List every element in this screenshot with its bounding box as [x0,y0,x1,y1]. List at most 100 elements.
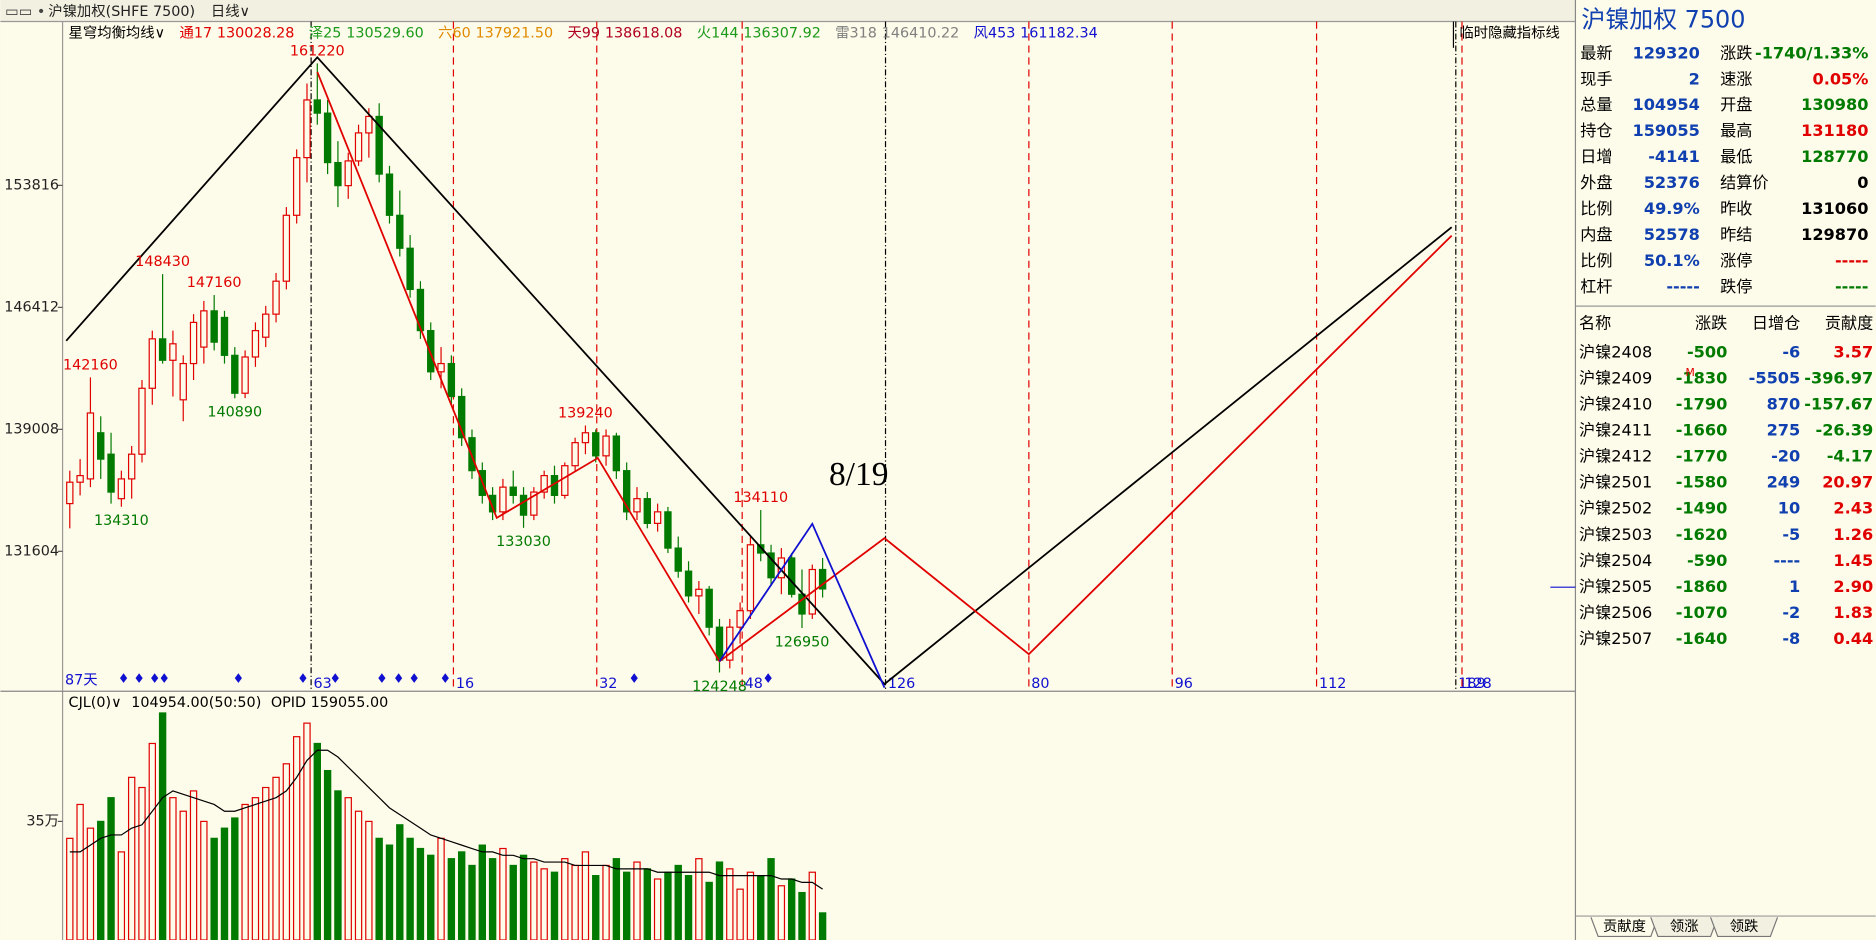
cycle-label: 48 [745,676,763,692]
table-cell: 3.57 [1833,342,1873,361]
table-cell[interactable]: 沪镍2501 [1579,473,1652,492]
candle-body [241,356,249,394]
candle-body [210,310,218,343]
candle-body [653,511,662,524]
candle-body [664,511,672,549]
header-item: OPID 159055.00 [271,695,388,711]
table-cell: -20 [1771,447,1800,466]
tab-shape[interactable] [1710,917,1779,938]
volume-bar [478,844,486,940]
quote-value: -4141 [1648,147,1700,166]
volume-bar [406,837,414,940]
candle-body [272,280,280,315]
candle-body [107,453,115,493]
table-cell[interactable]: 沪镍2504 [1579,551,1652,570]
volume-bar [179,810,187,940]
quote-value: 0.05% [1812,69,1868,88]
volume-bar [169,797,177,940]
volume-bar [550,871,559,940]
quote-value: ----- [1666,277,1699,296]
candle-body [138,387,146,455]
tab-label[interactable]: 贡献度 [1603,918,1646,935]
volume-ma [69,749,823,890]
candle-body [385,173,394,216]
header-item[interactable]: CJL(0)∨ [69,695,122,711]
volume-bar [189,790,198,940]
table-cell: -5505 [1749,368,1801,387]
cycle-label: 16 [456,676,474,692]
legend-name: 泽25 [309,24,342,41]
quote-value: ----- [1835,251,1868,270]
table-cell: -6 [1782,342,1800,361]
volume-bar [323,769,332,940]
candle-body [416,288,425,332]
volume-bar [633,861,641,940]
candle-body [581,432,590,444]
quote-label: 日增 [1580,147,1612,166]
table-cell: -1640 [1676,629,1728,648]
volume-bar [86,827,95,940]
table-cell: -1790 [1676,394,1728,413]
candle-body [705,588,713,628]
quote-value: 131060 [1801,199,1868,218]
signal-markers [119,673,772,683]
candle-body [695,588,703,597]
table-cell[interactable]: 沪镍2507 [1579,629,1652,648]
symbol[interactable]: 沪镍加权(SHFE 7500) [48,3,195,20]
table-cell[interactable]: 沪镍2506 [1579,603,1652,622]
table-header: 贡献度 [1825,314,1873,333]
price-label: 133030 [496,534,551,550]
indicator-name[interactable]: 星穹均衡均线∨ [69,24,166,41]
candle-body [643,498,651,524]
candle-body [251,330,260,358]
volume-bar [592,875,600,940]
candle-body [148,338,156,389]
quote-value: 129870 [1801,225,1868,244]
legend-name: 雷318 [835,25,877,41]
legend-name: 火144 [697,25,739,41]
candle-body [736,610,744,628]
legend-value: 146410.22 [882,25,960,41]
table-cell[interactable]: 沪镍2411 [1579,421,1652,440]
volume-bar [622,871,631,940]
tab-label[interactable]: 领跌 [1730,918,1759,935]
volume-bar [653,878,662,940]
table-cell[interactable]: 沪镍2505 [1579,577,1652,596]
table-cell: -4.17 [1827,447,1873,466]
table-cell[interactable]: 沪镍2412 [1579,447,1652,466]
volume-bar [818,912,827,940]
table-cell[interactable]: 沪镍2503 [1579,525,1652,544]
volume-bar [468,864,476,940]
volume-bar [612,858,621,940]
hide-indicator-button[interactable]: 临时隐藏指标线 [1459,24,1559,41]
table-cell: -157.67 [1804,394,1873,413]
table-cell[interactable]: 沪镍2409 [1579,368,1652,387]
volume-bar [705,881,713,940]
candle-body [499,486,507,513]
table-cell[interactable]: 沪镍2502 [1579,499,1652,518]
volume-bar [76,803,84,940]
table-cell[interactable]: 沪镍2408 [1579,342,1652,361]
quote-value: 104954 [1632,95,1699,114]
quote-value: 52376 [1644,173,1700,192]
table-header: 日增仓 [1752,314,1800,333]
volume-bar [200,820,208,940]
table-cell: 275 [1767,421,1801,440]
volume-bar [777,885,786,940]
table-header: 名称 [1579,314,1611,333]
volume-bar [220,827,229,940]
candle-body [509,486,517,496]
volume-bar [530,861,538,940]
volume-bar [519,854,528,940]
candle-body [200,310,208,348]
candle-body [282,214,291,282]
volume-bar [241,803,249,940]
volume-bar [66,837,74,940]
quote-label: 比例 [1580,199,1612,218]
period[interactable]: 日线∨ [211,3,250,20]
table-cell[interactable]: 沪镍2410 [1579,394,1652,413]
tab-label[interactable]: 领涨 [1670,918,1699,935]
volume-bar [117,851,126,940]
